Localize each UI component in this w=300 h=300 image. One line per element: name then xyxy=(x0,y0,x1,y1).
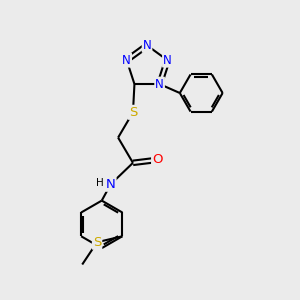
Text: O: O xyxy=(152,153,163,167)
Text: N: N xyxy=(143,39,152,52)
Text: S: S xyxy=(129,106,137,119)
Text: N: N xyxy=(106,178,116,191)
Text: N: N xyxy=(122,54,131,67)
Text: N: N xyxy=(163,54,172,67)
Text: S: S xyxy=(93,236,101,249)
Text: N: N xyxy=(155,78,164,91)
Text: H: H xyxy=(96,178,104,188)
